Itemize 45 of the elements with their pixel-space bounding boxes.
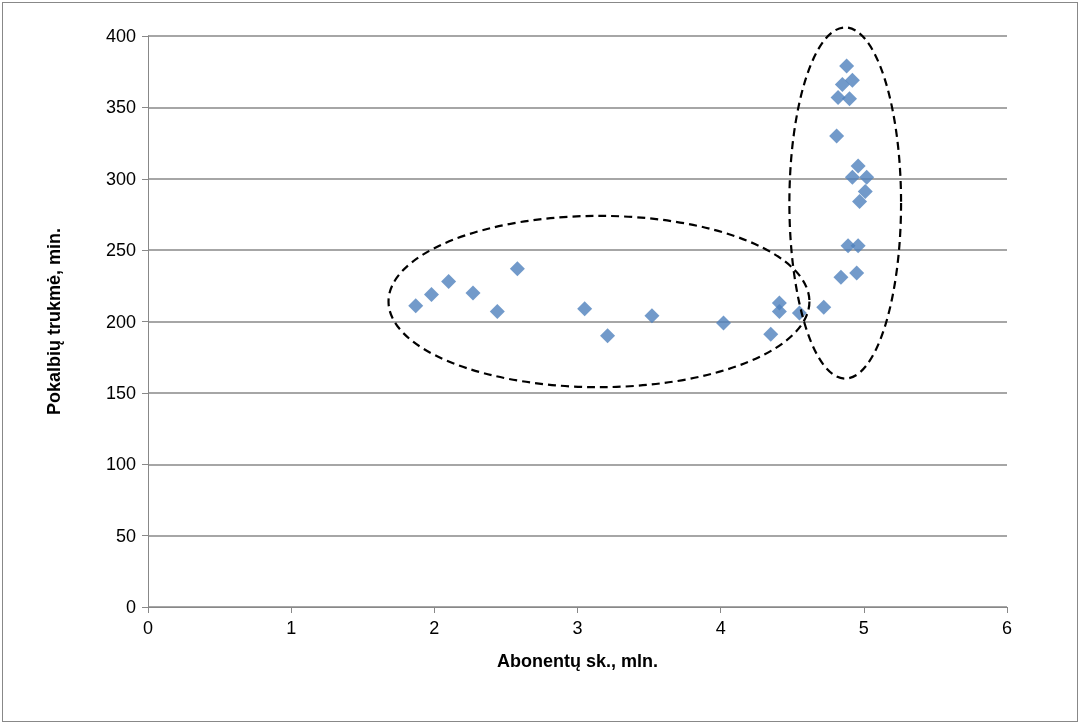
point <box>857 184 873 200</box>
x-axis-title: Abonentų sk., mln. <box>496 651 659 671</box>
point <box>509 261 525 277</box>
y-tick-label: 300 <box>105 168 136 189</box>
point <box>839 58 855 74</box>
x-tick-label: 4 <box>715 618 726 638</box>
point <box>829 128 845 144</box>
x-tick-label: 0 <box>142 618 154 638</box>
y-tick-label: 400 <box>105 26 136 46</box>
point <box>844 72 860 88</box>
x-tick-label: 1 <box>286 618 297 638</box>
y-tick-label: 50 <box>115 525 136 546</box>
point <box>600 328 616 344</box>
point <box>816 299 832 315</box>
point <box>577 301 593 317</box>
point <box>859 169 875 185</box>
y-tick-label: 0 <box>125 597 136 617</box>
x-tick-label: 6 <box>1001 618 1013 638</box>
point <box>834 77 850 93</box>
y-axis-title: Pokalbių trukmė, min. <box>44 227 64 416</box>
y-tick-label: 200 <box>105 311 136 332</box>
point <box>644 308 660 324</box>
x-tick-label: 5 <box>858 618 869 638</box>
point <box>852 194 868 210</box>
point <box>763 326 779 342</box>
x-tick-label: 3 <box>572 618 583 638</box>
point <box>844 169 860 185</box>
point <box>441 274 457 290</box>
y-tick-label: 250 <box>105 240 136 261</box>
x-tick-label: 2 <box>429 618 440 638</box>
point <box>716 315 732 331</box>
point <box>423 286 439 302</box>
y-tick-label: 150 <box>105 382 136 403</box>
point <box>465 285 481 301</box>
point <box>850 158 866 174</box>
point <box>489 304 505 320</box>
point <box>842 91 858 107</box>
point <box>771 304 787 320</box>
point <box>850 238 866 254</box>
point <box>833 269 849 285</box>
point <box>830 89 846 105</box>
point <box>408 298 424 314</box>
point <box>849 265 865 281</box>
y-tick-label: 350 <box>105 97 136 118</box>
y-tick-label: 100 <box>105 454 136 475</box>
